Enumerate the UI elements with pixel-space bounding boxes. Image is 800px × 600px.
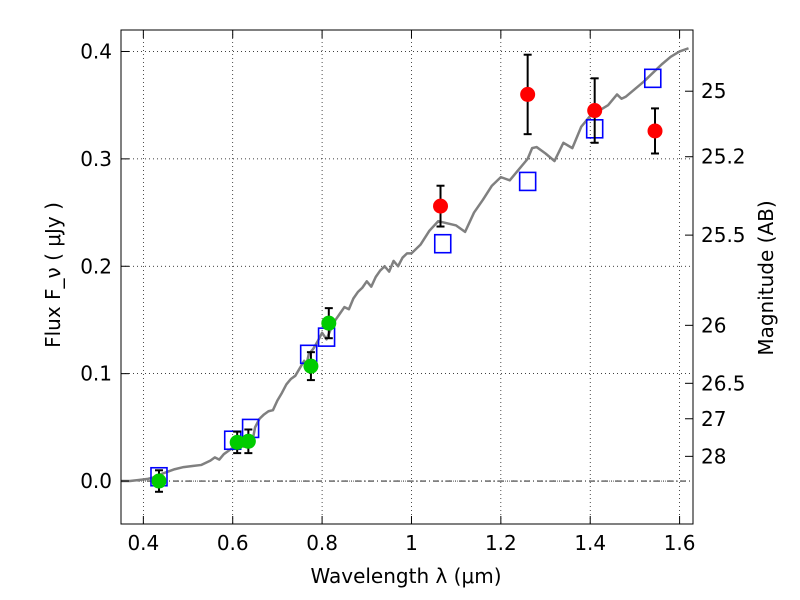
right-tick-label: 26: [701, 313, 726, 337]
observed-point-red: [433, 198, 449, 214]
right-tick-label: 25.5: [701, 223, 746, 247]
plot-frame: [120, 29, 694, 525]
y-tick-label: 0.0: [80, 469, 112, 493]
model-photometry-square: [643, 68, 662, 89]
model-photometry-square: [433, 233, 452, 254]
y-tick-label: 0.3: [80, 147, 112, 171]
right-tick-label: 25.2: [701, 145, 746, 169]
model-spectrum-line: [121, 47, 689, 483]
observed-point-green: [321, 315, 337, 331]
x-tick-label: 0.4: [127, 531, 159, 555]
x-tick-label: 0.6: [217, 531, 249, 555]
right-tick-label: 26.5: [701, 371, 746, 395]
observed-point-green: [240, 433, 256, 449]
right-tick-label: 28: [701, 444, 726, 468]
grid-lines: [121, 30, 693, 524]
y-tick-label: 0.1: [80, 362, 112, 386]
y-axis-label: Flux F_ν ( μJy ): [41, 202, 65, 348]
observed-point-green: [303, 358, 319, 374]
right-axis-label: Magnitude (AB): [754, 200, 778, 355]
x-tick-label: 1.4: [574, 531, 606, 555]
y-tick-label: 0.4: [80, 39, 112, 63]
axis-ticks: 0.4 0.6 0.8 1 1.2 1.4 1.6 0.0 0.1 0.2 0.3 0.4 25 25.2…: [80, 30, 746, 555]
x-tick-label: 1.6: [664, 531, 696, 555]
y-tick-label: 0.2: [80, 254, 112, 278]
observed-point-red: [647, 123, 663, 139]
chart-marks: [121, 47, 689, 493]
x-tick-label: 0.8: [306, 531, 338, 555]
right-tick-label: 25: [701, 79, 726, 103]
x-axis-label: Wavelength λ (μm): [310, 564, 501, 588]
x-tick-label: 1.2: [485, 531, 517, 555]
observed-point-green: [229, 434, 245, 450]
x-tick-label: 1: [405, 531, 418, 555]
observed-point-green: [151, 473, 167, 489]
right-tick-label: 27: [701, 407, 726, 431]
model-photometry-square: [518, 171, 537, 192]
observed-point-red: [520, 86, 536, 102]
observed-point-red: [587, 103, 603, 119]
